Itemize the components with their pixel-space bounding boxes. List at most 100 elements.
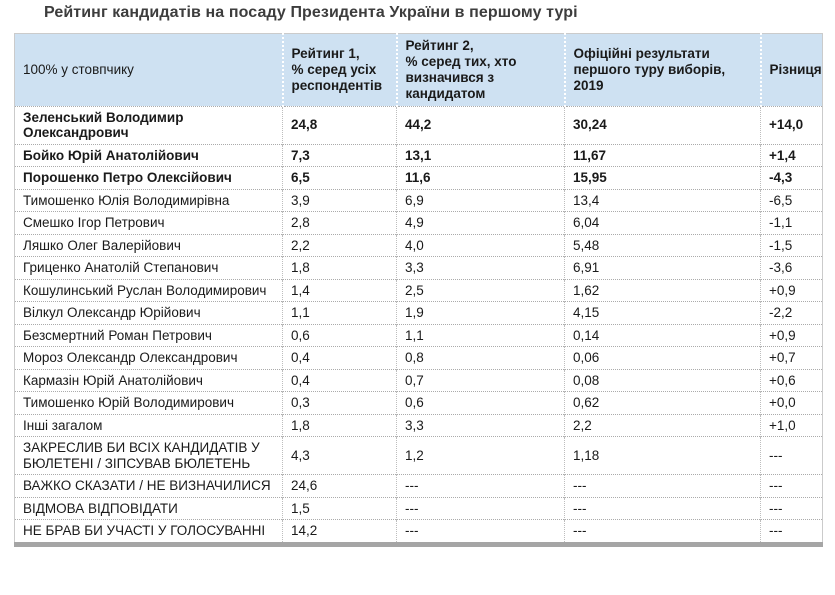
- table-row: Мороз Олександр Олександрович 0,4 0,8 0,06 +…: [14, 346, 823, 370]
- rating1-cell: 0,4: [282, 346, 397, 370]
- rating2-cell: 3,3: [396, 413, 565, 437]
- rating1-cell: 14,2: [282, 519, 397, 545]
- column-header-official-results: Офіційні результати першого туру виборів…: [563, 33, 761, 107]
- official-results-cell: 2,2: [564, 413, 761, 437]
- official-results-cell: 6,91: [564, 256, 761, 280]
- candidate-name-cell: Бойко Юрій Анатолійович: [14, 143, 283, 167]
- candidate-name-cell: Вілкул Олександр Юрійович: [14, 301, 283, 325]
- difference-cell: ---: [760, 496, 823, 520]
- difference-cell: -2,2: [760, 301, 823, 325]
- rating2-cell: ---: [396, 496, 565, 520]
- rating1-cell: 1,8: [282, 413, 397, 437]
- official-results-cell: 0,08: [564, 368, 761, 392]
- difference-cell: -3,6: [760, 256, 823, 280]
- table-row: Тимошенко Юлія Володимирівна 3,9 6,9 13,4 -6…: [14, 188, 823, 212]
- table-row: Інші загалом 1,8 3,3 2,2 +1,0: [14, 413, 823, 437]
- official-results-cell: 15,95: [564, 166, 761, 190]
- candidate-name-cell: ВІДМОВА ВІДПОВІДАТИ: [14, 496, 283, 520]
- rating2-cell: 11,6: [396, 166, 565, 190]
- difference-cell: -6,5: [760, 188, 823, 212]
- table-header-row: 100% у стовпчику Рейтинг 1, % серед усіх …: [14, 33, 823, 107]
- table-row: Гриценко Анатолій Степанович 1,8 3,3 6,91 -3…: [14, 256, 823, 280]
- official-results-cell: ---: [564, 496, 761, 520]
- candidate-name-cell: Безсмертний Роман Петрович: [14, 323, 283, 347]
- table-header: 100% у стовпчику Рейтинг 1, % серед усіх …: [14, 33, 823, 107]
- rating1-cell: 7,3: [282, 143, 397, 167]
- rating2-cell: 44,2: [396, 105, 565, 145]
- difference-cell: +14,0: [760, 105, 823, 145]
- rating2-cell: 1,9: [396, 301, 565, 325]
- candidate-rating-table: 100% у стовпчику Рейтинг 1, % серед усіх …: [14, 33, 823, 547]
- rating2-cell: 13,1: [396, 143, 565, 167]
- difference-cell: -1,1: [760, 211, 823, 235]
- official-results-cell: ---: [564, 519, 761, 545]
- rating1-cell: 4,3: [282, 436, 397, 475]
- rating1-cell: 2,2: [282, 233, 397, 257]
- official-results-cell: 0,14: [564, 323, 761, 347]
- difference-cell: +0,0: [760, 391, 823, 415]
- official-results-cell: 1,62: [564, 278, 761, 302]
- candidate-name-cell: ЗАКРЕСЛИВ БИ ВСІХ КАНДИДАТІВ У БЮЛЕТЕНІ …: [14, 436, 283, 475]
- rating1-cell: 1,4: [282, 278, 397, 302]
- candidate-name-cell: Кармазін Юрій Анатолійович: [14, 368, 283, 392]
- difference-cell: -4,3: [760, 166, 823, 190]
- table-row: Тимошенко Юрій Володимирович 0,3 0,6 0,62 +0…: [14, 391, 823, 415]
- column-header-base: 100% у стовпчику: [14, 33, 283, 107]
- candidate-name-cell: Тимошенко Юлія Володимирівна: [14, 188, 283, 212]
- table-row: Кошулинський Руслан Володимирович 1,4 2,5 1…: [14, 278, 823, 302]
- rating2-cell: 2,5: [396, 278, 565, 302]
- table-row: Ляшко Олег Валерійович 2,2 4,0 5,48 -1,5: [14, 233, 823, 257]
- rating1-cell: 24,6: [282, 474, 397, 498]
- rating2-cell: 3,3: [396, 256, 565, 280]
- column-header-difference: Різниця: [759, 33, 823, 107]
- rating1-cell: 1,5: [282, 496, 397, 520]
- candidate-name-cell: Мороз Олександр Олександрович: [14, 346, 283, 370]
- difference-cell: +1,0: [760, 413, 823, 437]
- difference-cell: ---: [760, 474, 823, 498]
- official-results-cell: 0,06: [564, 346, 761, 370]
- table-row: НЕ БРАВ БИ УЧАСТІ У ГОЛОСУВАННІ 14,2 --- --…: [14, 519, 823, 545]
- table-row: Вілкул Олександр Юрійович 1,1 1,9 4,15 -2,2: [14, 301, 823, 325]
- rating1-cell: 1,8: [282, 256, 397, 280]
- difference-cell: +1,4: [760, 143, 823, 167]
- rating2-cell: 1,2: [396, 436, 565, 475]
- table-row: ВАЖКО СКАЗАТИ / НЕ ВИЗНАЧИЛИСЯ 24,6 --- ---…: [14, 474, 823, 498]
- rating1-cell: 24,8: [282, 105, 397, 145]
- candidate-name-cell: Смешко Ігор Петрович: [14, 211, 283, 235]
- official-results-cell: ---: [564, 474, 761, 498]
- page-title: Рейтинг кандидатів на посаду Президента …: [44, 4, 578, 21]
- rating2-cell: 0,7: [396, 368, 565, 392]
- candidate-name-cell: Інші загалом: [14, 413, 283, 437]
- difference-cell: +0,7: [760, 346, 823, 370]
- difference-cell: +0,9: [760, 278, 823, 302]
- rating1-cell: 6,5: [282, 166, 397, 190]
- table-row: Зеленський Володимир Олександрович 24,8 44…: [14, 105, 823, 145]
- table-row: Порошенко Петро Олексійович 6,5 11,6 15,95-…: [14, 166, 823, 190]
- column-header-rating1: Рейтинг 1, % серед усіх респондентів: [281, 33, 397, 107]
- official-results-cell: 30,24: [564, 105, 761, 145]
- candidate-name-cell: Ляшко Олег Валерійович: [14, 233, 283, 257]
- table-row: Безсмертний Роман Петрович 0,6 1,1 0,14 +0,9: [14, 323, 823, 347]
- official-results-cell: 13,4: [564, 188, 761, 212]
- candidate-name-cell: Гриценко Анатолій Степанович: [14, 256, 283, 280]
- rating1-cell: 0,6: [282, 323, 397, 347]
- table-row: ВІДМОВА ВІДПОВІДАТИ 1,5 --- --- ---: [14, 496, 823, 520]
- official-results-cell: 11,67: [564, 143, 761, 167]
- table-row: ЗАКРЕСЛИВ БИ ВСІХ КАНДИДАТІВ У БЮЛЕТЕНІ …: [14, 436, 823, 475]
- rating1-cell: 0,3: [282, 391, 397, 415]
- table-row: Кармазін Юрій Анатолійович 0,4 0,7 0,08 +0,6: [14, 368, 823, 392]
- rating2-cell: 6,9: [396, 188, 565, 212]
- rating2-cell: 0,6: [396, 391, 565, 415]
- candidate-name-cell: Зеленський Володимир Олександрович: [14, 105, 283, 145]
- candidate-name-cell: Кошулинський Руслан Володимирович: [14, 278, 283, 302]
- difference-cell: -1,5: [760, 233, 823, 257]
- official-results-cell: 6,04: [564, 211, 761, 235]
- difference-cell: ---: [760, 436, 823, 475]
- rating1-cell: 2,8: [282, 211, 397, 235]
- official-results-cell: 1,18: [564, 436, 761, 475]
- official-results-cell: 4,15: [564, 301, 761, 325]
- rating2-cell: 1,1: [396, 323, 565, 347]
- table-row: Смешко Ігор Петрович 2,8 4,9 6,04 -1,1: [14, 211, 823, 235]
- rating1-cell: 1,1: [282, 301, 397, 325]
- rating2-cell: ---: [396, 519, 565, 545]
